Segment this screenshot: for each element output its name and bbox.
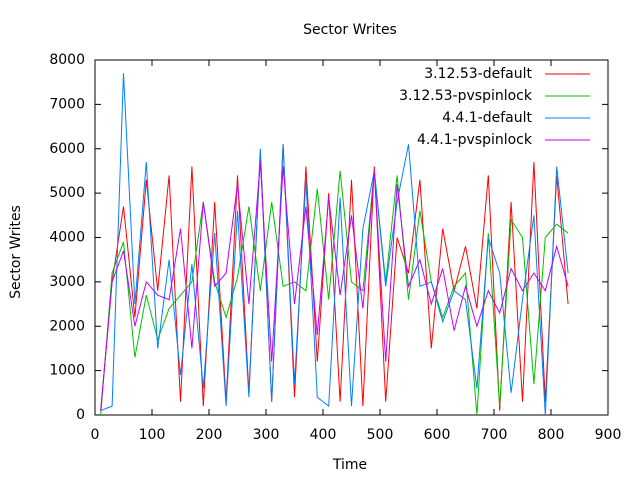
y-tick-label: 8000 (49, 52, 85, 68)
x-tick-label: 300 (253, 427, 280, 443)
x-tick-label: 800 (538, 427, 565, 443)
y-axis-label: Sector Writes (8, 205, 24, 299)
y-tick-label: 4000 (49, 230, 85, 246)
legend-label: 4.4.1-default (442, 110, 532, 126)
x-tick-label: 600 (424, 427, 451, 443)
y-tick-label: 5000 (49, 185, 85, 201)
y-tick-label: 1000 (49, 363, 85, 379)
series-line (100, 73, 569, 416)
legend-label: 3.12.53-default (424, 66, 532, 82)
x-tick-label: 400 (310, 427, 337, 443)
x-tick-label: 500 (367, 427, 394, 443)
y-tick-label: 0 (76, 407, 85, 423)
x-tick-label: 100 (139, 427, 166, 443)
y-tick-label: 6000 (49, 141, 85, 157)
y-tick-label: 2000 (49, 318, 85, 334)
y-tick-label: 7000 (49, 96, 85, 112)
y-tick-label: 3000 (49, 274, 85, 290)
x-tick-label: 900 (595, 427, 622, 443)
x-tick-label: 200 (196, 427, 223, 443)
chart-title: Sector Writes (303, 22, 397, 38)
x-axis-label: Time (332, 457, 367, 473)
legend-label: 3.12.53-pvspinlock (399, 88, 533, 104)
x-tick-label: 700 (481, 427, 508, 443)
series-line (100, 162, 569, 411)
series-line (100, 170, 569, 416)
x-tick-label: 0 (91, 427, 100, 443)
legend-label: 4.4.1-pvspinlock (417, 132, 533, 148)
